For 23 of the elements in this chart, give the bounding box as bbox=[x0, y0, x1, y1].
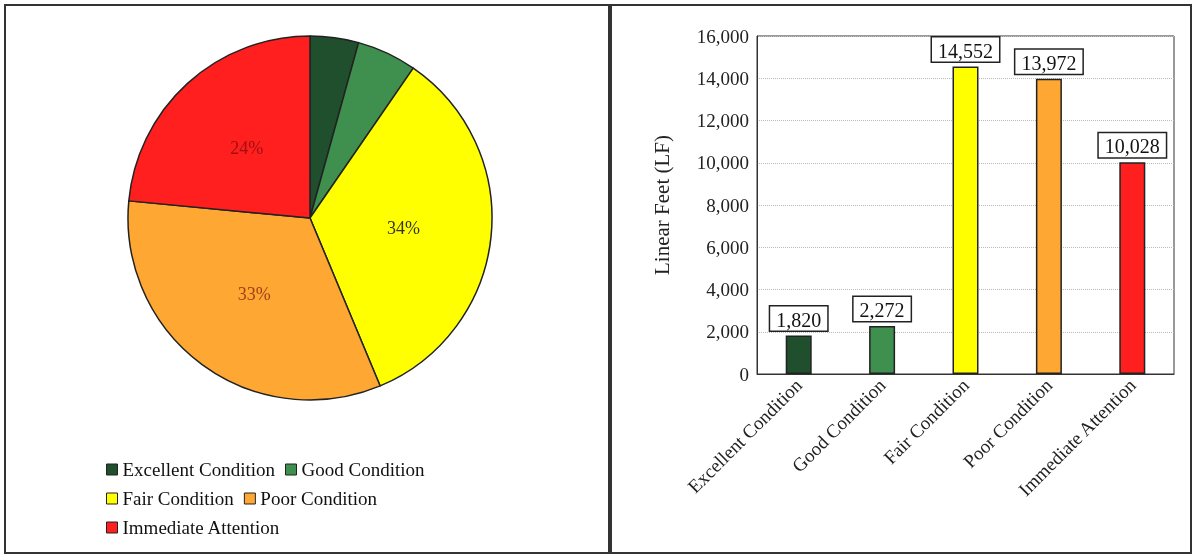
data-label: 33% bbox=[237, 283, 271, 304]
bar bbox=[785, 335, 812, 374]
data-label: 10,028 bbox=[1104, 135, 1160, 158]
bar bbox=[869, 326, 896, 374]
data-label: 24% bbox=[230, 138, 264, 159]
y-tick-label: 2,000 bbox=[706, 321, 749, 343]
data-label: 2,272 bbox=[859, 299, 905, 321]
y-tick-label: 6,000 bbox=[706, 236, 749, 258]
y-tick-label: 0 bbox=[739, 363, 749, 385]
data-label: 1,820 bbox=[776, 308, 822, 331]
data-label: 13,972 bbox=[1021, 51, 1077, 74]
y-tick-label: 8,000 bbox=[706, 194, 749, 216]
y-tick-label: 12,000 bbox=[696, 110, 749, 131]
data-label: 14,552 bbox=[938, 39, 993, 62]
data-label: 34% bbox=[387, 217, 420, 238]
bar bbox=[1119, 162, 1146, 374]
y-axis-title: Linear Feet (LF) bbox=[649, 135, 674, 275]
y-tick-label: 4,000 bbox=[706, 279, 749, 300]
legend-label: Immediate Attention bbox=[122, 517, 280, 538]
y-tick-label: 10,000 bbox=[696, 152, 749, 174]
y-tick-label: 16,000 bbox=[696, 25, 749, 47]
bar bbox=[952, 66, 979, 374]
y-tick-label: 14,000 bbox=[696, 67, 749, 89]
